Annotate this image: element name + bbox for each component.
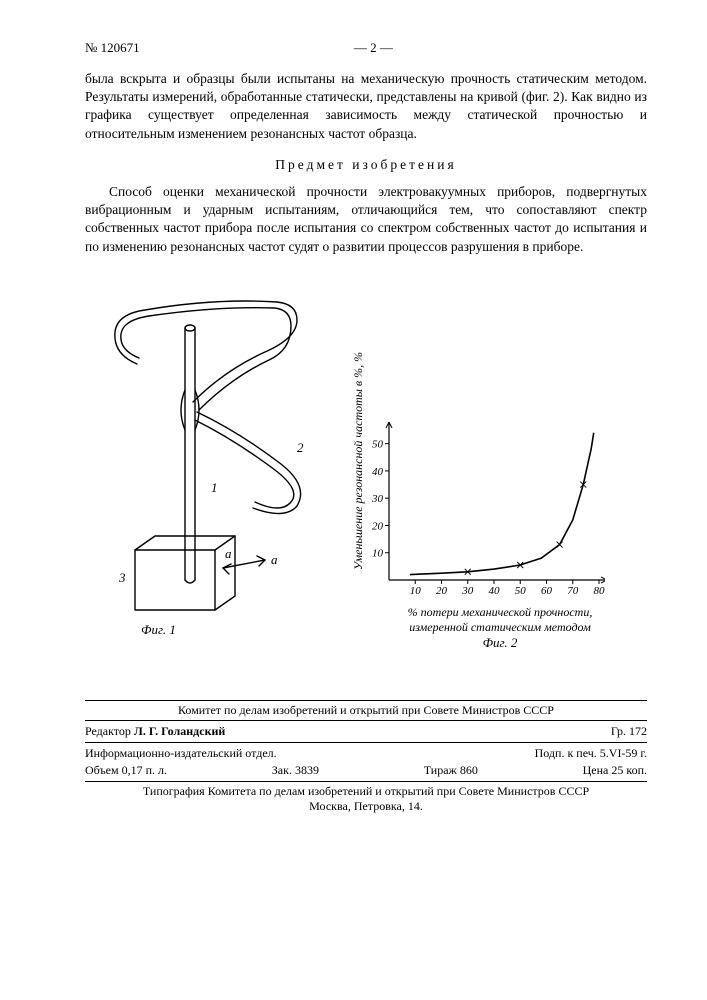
figure-2: Уменьшение резонансной частоты в %, % 10…: [345, 420, 625, 651]
fig2-caption: Фиг. 2: [375, 635, 625, 651]
svg-text:60: 60: [541, 585, 553, 597]
svg-text:50: 50: [515, 585, 527, 597]
svg-text:20: 20: [436, 585, 448, 597]
editor-label: Редактор: [85, 724, 131, 738]
svg-text:40: 40: [372, 466, 384, 478]
footer: Комитет по делам изобретений и открытий …: [85, 700, 647, 814]
svg-text:30: 30: [371, 493, 384, 505]
editor-name: Л. Г. Голандский: [134, 724, 225, 738]
svg-text:20: 20: [372, 520, 384, 532]
fig2-xlabel-2: измеренной статическим методом: [375, 620, 625, 635]
fig1-ref-2: 2: [297, 440, 304, 456]
fig1-ref-3: 3: [119, 570, 126, 586]
dept: Информационно-издательский отдел.: [85, 746, 277, 761]
svg-text:10: 10: [410, 585, 422, 597]
committee-line: Комитет по делам изобретений и открытий …: [85, 703, 647, 718]
fig1-ref-1: 1: [211, 480, 218, 496]
fig1-a1: a: [225, 546, 232, 562]
fig2-xlabel-1: % потери механической прочности,: [375, 605, 625, 620]
price: Цена 25 коп.: [583, 763, 647, 778]
figure-1: 1 2 3 a a Фиг. 1: [65, 280, 345, 665]
group: Гр. 172: [611, 724, 647, 739]
print-date: Подп. к печ. 5.VI-59 г.: [535, 746, 647, 761]
tirage: Тираж 860: [424, 763, 478, 778]
fig1-a2: a: [271, 552, 278, 568]
order: Зак. 3839: [272, 763, 319, 778]
svg-text:80: 80: [594, 585, 606, 597]
volume: Объем 0,17 п. л.: [85, 763, 167, 778]
svg-text:70: 70: [567, 585, 579, 597]
figures-area: 1 2 3 a a Фиг. 1 Уменьшение резонансной …: [85, 270, 647, 690]
svg-text:50: 50: [372, 438, 384, 450]
paragraph-2: Способ оценки механической прочности эле…: [85, 183, 647, 256]
fig1-svg: [65, 280, 345, 660]
section-title: Предмет изобретения: [85, 157, 647, 173]
svg-text:30: 30: [461, 585, 474, 597]
paragraph-1: была вскрыта и образцы были испытаны на …: [85, 70, 647, 143]
typography-1: Типография Комитета по делам изобретений…: [85, 784, 647, 799]
typography-2: Москва, Петровка, 14.: [85, 799, 647, 814]
svg-text:40: 40: [489, 585, 501, 597]
fig2-ylabel: Уменьшение резонансной частоты в %, %: [351, 352, 366, 570]
page-header: № 120671 — 2 —: [85, 40, 647, 56]
fig1-caption: Фиг. 1: [141, 622, 176, 638]
svg-text:10: 10: [372, 547, 384, 559]
doc-number: № 120671: [85, 40, 140, 56]
fig2-svg: 10 20 30 40 50 60 70 80 10 20 30 40 50: [345, 420, 605, 600]
page-number: — 2 —: [354, 40, 393, 56]
